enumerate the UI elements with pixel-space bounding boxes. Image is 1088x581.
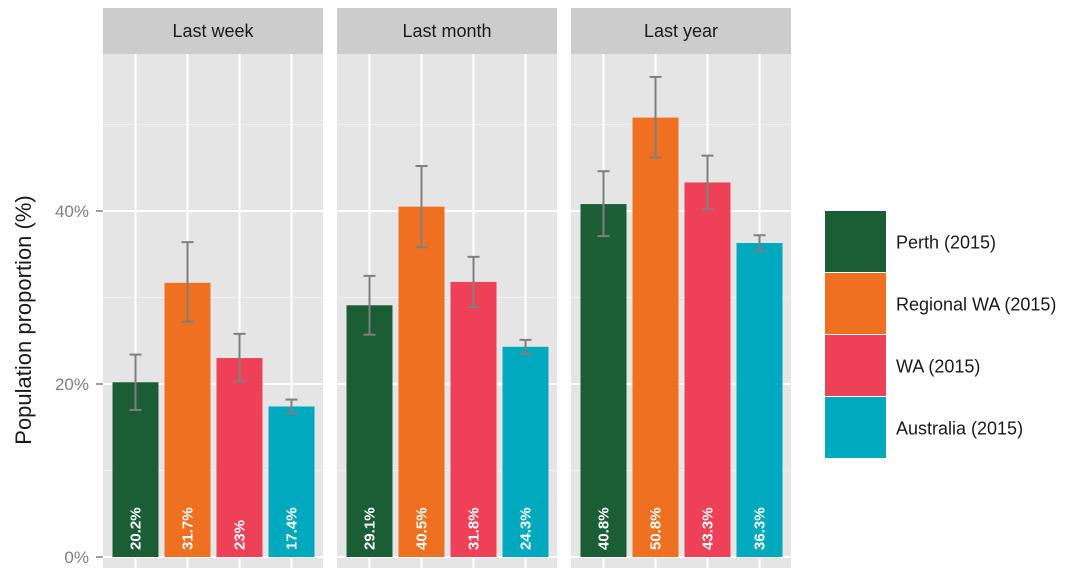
bar [450,281,497,557]
y-tick-label: 20% [55,375,89,394]
error-bar [129,353,142,411]
y-tick-label: 40% [55,202,89,221]
bar-value-label: 36.3% [752,507,769,550]
facet-panels: Last week 20.2% 31.7% 23% 17.4% Last month 29.… [103,8,791,568]
legend-item: Australia (2015) [825,397,1023,458]
bar [112,382,159,557]
facet-strip [103,8,323,54]
legend-label: Australia (2015) [896,419,1023,439]
error-bar [753,234,766,252]
facet-strip [337,8,557,54]
legend-label: Regional WA (2015) [896,295,1056,315]
error-bar [415,165,428,249]
error-bar [233,332,246,383]
error-bar [649,75,662,159]
error-bar [363,274,376,336]
facet-panel: Last year 40.8% 50.8% 43.3% 36.3% [571,8,791,568]
error-bar [519,338,532,355]
bar-value-label: 31.8% [466,507,483,550]
legend-label: WA (2015) [896,357,980,377]
bar-value-label: 24.3% [518,507,535,550]
bar-value-label: 50.8% [648,507,665,550]
bar [216,358,263,557]
bar-value-label: 23% [232,520,249,550]
legend-label: Perth (2015) [896,233,996,253]
facet-strip [571,8,791,54]
legend-key [825,211,886,272]
error-bar [701,154,714,211]
bar-value-label: 20.2% [128,507,145,550]
y-axis: 0% 20% 40% [55,202,103,567]
bar-value-label: 17.4% [284,507,301,550]
error-bar [181,241,194,323]
bar-value-label: 40.5% [414,507,431,550]
bar-value-label: 40.8% [596,507,613,550]
error-bar [597,170,610,238]
legend-key [825,397,886,458]
bar [346,305,393,557]
error-bar [285,398,298,415]
y-axis-title: Population proportion (%) [11,195,36,444]
bar [268,406,315,557]
facet-panel: Last month 29.1% 40.5% 31.8% 24.3% [337,8,557,568]
bar [398,206,445,558]
legend-item: Perth (2015) [825,211,996,272]
bar [736,243,783,557]
legend: Perth (2015) Regional WA (2015) WA (2015) A… [825,211,1056,458]
bar [580,204,627,557]
bar-value-label: 31.7% [180,507,197,550]
error-bar [467,255,480,309]
bar [632,117,679,557]
y-tick-label: 0% [64,548,89,567]
facet-panel: Last week 20.2% 31.7% 23% 17.4% [103,8,323,568]
bar [164,282,211,557]
bar-value-label: 29.1% [362,507,379,550]
facet-label: Last month [402,21,491,41]
legend-item: Regional WA (2015) [825,273,1056,334]
bar [502,346,549,557]
bar [684,182,731,557]
legend-key [825,335,886,396]
legend-key [825,273,886,334]
facet-label: Last week [172,21,254,41]
bar-value-label: 43.3% [700,507,717,550]
legend-item: WA (2015) [825,335,980,396]
facet-label: Last year [644,21,718,41]
